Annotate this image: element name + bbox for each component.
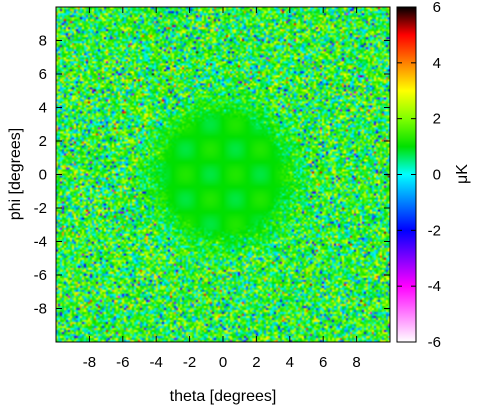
y-tick-label: 0	[39, 167, 47, 184]
x-tick-label: 0	[219, 354, 227, 371]
y-axis: -8 -6 -4 -2 0 2 4 6 8	[34, 33, 390, 318]
colorbar-tick-label: -4	[428, 278, 441, 295]
y-tick-label: 4	[39, 100, 47, 117]
colorbar-tick-label: 4	[433, 55, 441, 72]
x-tick-label: -4	[150, 354, 163, 371]
colorbar-tick-label: 6	[433, 0, 441, 16]
x-tick-label: -8	[83, 354, 96, 371]
colorbar-ticks: -6 -4 -2 0 2 4 6	[397, 0, 441, 351]
x-tick-label: 4	[286, 354, 294, 371]
x-tick-label: 6	[319, 354, 327, 371]
x-tick-label: -2	[183, 354, 196, 371]
heatmap-plot-area	[55, 6, 391, 343]
x-axis-label: theta [degrees]	[170, 388, 277, 405]
heatmap-image	[56, 7, 390, 342]
y-tick-label: 2	[39, 133, 47, 150]
colorbar: -6 -4 -2 0 2 4 6 μK	[396, 0, 471, 351]
colorbar-tick-label: 0	[433, 167, 441, 184]
y-tick-label: -6	[34, 267, 47, 284]
y-tick-label: -2	[34, 200, 47, 217]
x-tick-label: 8	[352, 354, 360, 371]
colorbar-tick-label: -2	[428, 222, 441, 239]
colorbar-tick-label: 2	[433, 111, 441, 128]
y-tick-label: 6	[39, 66, 47, 83]
colorbar-label: μK	[454, 164, 471, 184]
colorbar-tick-label: -6	[428, 334, 441, 351]
y-tick-label: 8	[39, 33, 47, 50]
y-tick-label: -4	[34, 234, 47, 251]
y-tick-label: -8	[34, 301, 47, 318]
y-axis-label: phi [degrees]	[7, 128, 24, 221]
x-tick-label: 2	[252, 354, 260, 371]
x-axis: -8 -6 -4 -2 0 2 4 6 8	[83, 7, 361, 371]
x-tick-label: -6	[116, 354, 129, 371]
